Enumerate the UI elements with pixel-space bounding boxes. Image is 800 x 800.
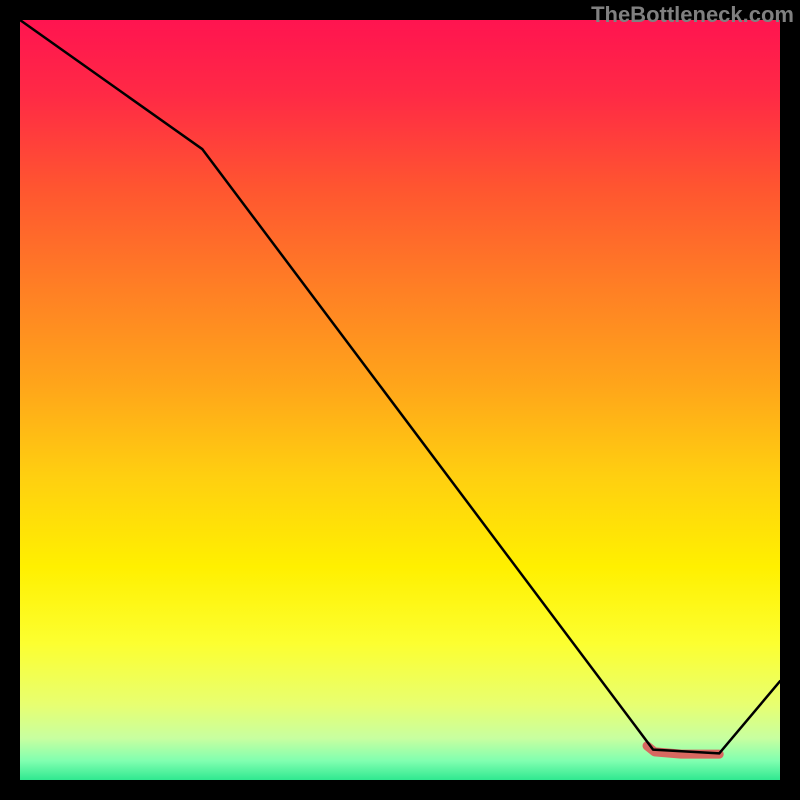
plot-gradient-rect: [20, 20, 780, 780]
chart-svg: [0, 0, 800, 800]
chart-container: TheBottleneck.com: [0, 0, 800, 800]
watermark-text: TheBottleneck.com: [591, 2, 794, 28]
